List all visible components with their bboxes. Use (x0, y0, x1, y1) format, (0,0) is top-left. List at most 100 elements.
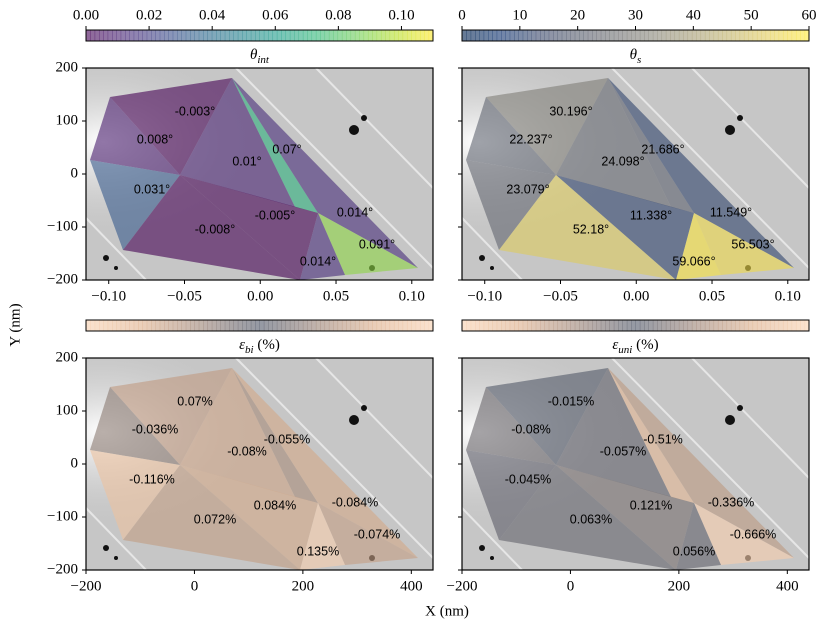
colorbar-swatch (341, 30, 347, 41)
y-axis-label: Y (nm) (7, 303, 23, 346)
colorbar-swatch (544, 320, 550, 331)
colorbar-swatch (272, 30, 278, 41)
colorbar-swatch (112, 30, 117, 41)
colorbar-swatch (255, 30, 260, 41)
image-streak (611, 67, 810, 269)
colorbar-swatch (557, 30, 563, 41)
value-label: 56.503° (731, 237, 774, 251)
colorbar-label: εbi (%) (239, 337, 280, 355)
image-spot (361, 115, 367, 121)
colorbar-swatch (761, 30, 767, 41)
colorbar-swatch (138, 320, 143, 331)
colorbar-swatch (748, 30, 754, 41)
colorbar-swatch (696, 30, 702, 41)
colorbar-swatch (294, 320, 300, 331)
image-spot (349, 415, 359, 425)
colorbar-swatch (652, 320, 658, 331)
colorbar-swatch (419, 320, 425, 331)
value-label: -0.045% (505, 472, 552, 486)
colorbar-swatch (146, 30, 152, 41)
mesh-triangle (466, 160, 556, 250)
x-tick-label: 0.05 (323, 288, 349, 304)
colorbar-label: θint (250, 47, 270, 65)
colorbar-swatch (406, 320, 412, 331)
colorbar-swatch (133, 320, 139, 331)
colorbar-swatch (561, 30, 567, 41)
mesh-triangle (608, 368, 794, 558)
value-label: 0.07° (272, 142, 301, 156)
colorbar-swatch (307, 30, 313, 41)
colorbar-swatch (328, 30, 334, 41)
colorbar-swatch (320, 30, 326, 41)
colorbar-swatch (216, 320, 221, 331)
colorbar-swatch (138, 30, 143, 41)
mesh-triangle (694, 213, 794, 275)
colorbar-swatch (661, 320, 667, 331)
colorbar-swatch (120, 320, 126, 331)
colorbar-swatch (263, 30, 269, 41)
colorbar-swatch (125, 30, 130, 41)
colorbar-swatch (359, 30, 365, 41)
colorbar-swatch (501, 320, 506, 331)
value-label: -0.666% (730, 527, 777, 541)
colorbar-swatch (168, 30, 174, 41)
colorbar-swatch (618, 30, 623, 41)
colorbar-swatch (172, 30, 178, 41)
value-label: -0.51% (643, 432, 683, 446)
colorbar-swatch (233, 30, 239, 41)
value-label: 0.01° (232, 154, 261, 168)
colorbar-swatch (207, 30, 213, 41)
value-label: -0.055% (264, 432, 311, 446)
colorbar-swatch (527, 320, 532, 331)
colorbar-swatch (488, 30, 493, 41)
colorbar-swatch (704, 30, 710, 41)
colorbar-swatch (778, 320, 784, 331)
x-tick-label: −0.05 (167, 288, 202, 304)
colorbar-swatch (302, 30, 308, 41)
image-spot (349, 125, 359, 135)
value-label: 0.014° (300, 254, 336, 268)
mesh-triangle (466, 450, 556, 540)
colorbar-swatch (428, 320, 434, 331)
colorbar-swatch (224, 30, 230, 41)
x-tick-label: −0.05 (543, 288, 578, 304)
image-streak (85, 217, 147, 281)
colorbar-swatch (644, 30, 650, 41)
colorbar-swatch (639, 320, 645, 331)
colorbar-swatch (644, 320, 650, 331)
colorbar-swatch (587, 30, 593, 41)
colorbar-swatch (246, 320, 252, 331)
mesh-triangle (466, 387, 556, 465)
colorbar-swatch (86, 30, 91, 41)
colorbar-swatch (652, 30, 658, 41)
colorbar-swatch (488, 320, 493, 331)
colorbar-swatch (276, 320, 282, 331)
colorbar-swatch (462, 320, 467, 331)
mesh-triangle (180, 465, 318, 570)
colorbar-swatch (320, 320, 326, 331)
colorbar-swatch (116, 320, 122, 331)
colorbar-swatch (501, 30, 506, 41)
y-tick-label: −100 (47, 218, 78, 234)
colorbar-swatch (462, 30, 467, 41)
colorbar-swatch (769, 320, 775, 331)
colorbar-swatch (363, 30, 369, 41)
colorbar-label-symbol: θ (250, 47, 258, 63)
y-tick-label: 0 (71, 165, 79, 181)
colorbar-swatch (393, 320, 399, 331)
mesh-triangle (676, 503, 721, 570)
colorbar-swatch (194, 30, 200, 41)
colorbar-swatch (492, 30, 498, 41)
value-label: -0.005° (255, 208, 295, 222)
colorbar-swatch (609, 30, 615, 41)
mesh-triangle (110, 78, 232, 175)
colorbar-swatch (717, 30, 723, 41)
x-tick-label: −0.10 (467, 288, 502, 304)
colorbar-swatch (804, 30, 810, 41)
colorbar-swatch (743, 320, 749, 331)
colorbar-swatch (380, 320, 386, 331)
colorbar-label: εuni (%) (612, 337, 658, 355)
colorbar-swatch (185, 320, 191, 331)
colorbar-swatch (112, 320, 117, 331)
colorbar-swatch (730, 30, 736, 41)
